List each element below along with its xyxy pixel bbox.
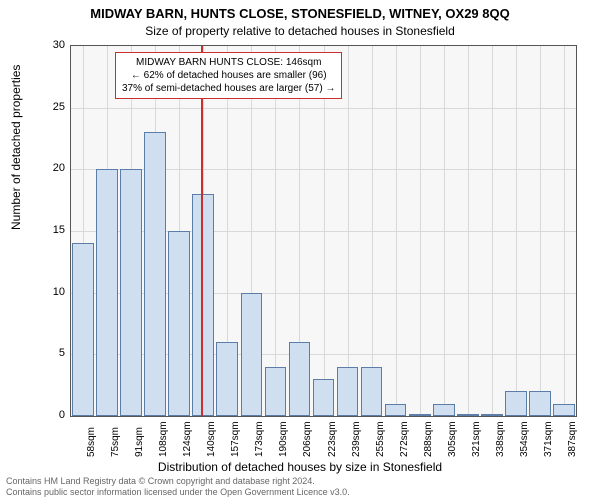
histogram-bar — [529, 391, 551, 416]
histogram-bar — [120, 169, 142, 416]
gridline — [348, 46, 349, 416]
x-tick-label: 190sqm — [278, 421, 289, 457]
chart-container: MIDWAY BARN, HUNTS CLOSE, STONESFIELD, W… — [0, 0, 600, 500]
info-line: 37% of semi-detached houses are larger (… — [122, 82, 335, 95]
footer-attribution: Contains HM Land Registry data © Crown c… — [6, 476, 350, 498]
histogram-bar — [505, 391, 527, 416]
info-line: ← 62% of detached houses are smaller (96… — [122, 69, 335, 82]
histogram-bar — [313, 379, 335, 416]
histogram-bar — [289, 342, 311, 416]
footer-line: Contains HM Land Registry data © Crown c… — [6, 476, 350, 487]
gridline — [396, 46, 397, 416]
x-tick-label: 206sqm — [302, 421, 313, 457]
histogram-bar — [433, 404, 455, 416]
x-tick-label: 387sqm — [567, 421, 578, 457]
histogram-bar — [72, 243, 94, 416]
footer-line: Contains public sector information licen… — [6, 487, 350, 498]
y-tick-label: 5 — [35, 347, 65, 359]
x-tick-label: 124sqm — [182, 421, 193, 457]
gridline — [540, 46, 541, 416]
x-tick-label: 157sqm — [230, 421, 241, 457]
x-tick-label: 354sqm — [519, 421, 530, 457]
y-tick-label: 20 — [35, 162, 65, 174]
x-tick-label: 371sqm — [543, 421, 554, 457]
y-tick-label: 25 — [35, 101, 65, 113]
histogram-bar — [385, 404, 407, 416]
gridline — [468, 46, 469, 416]
x-tick-label: 272sqm — [399, 421, 410, 457]
gridline — [372, 46, 373, 416]
y-axis-label: Number of detached properties — [9, 65, 23, 230]
gridline — [492, 46, 493, 416]
y-tick-label: 30 — [35, 39, 65, 51]
x-tick-label: 173sqm — [254, 421, 265, 457]
y-tick-label: 10 — [35, 286, 65, 298]
histogram-bar — [241, 293, 263, 416]
x-tick-label: 108sqm — [158, 421, 169, 457]
x-tick-label: 140sqm — [206, 421, 217, 457]
histogram-bar — [192, 194, 214, 416]
chart-subtitle: Size of property relative to detached ho… — [0, 24, 600, 38]
x-tick-label: 288sqm — [423, 421, 434, 457]
x-tick-label: 239sqm — [351, 421, 362, 457]
histogram-bar — [144, 132, 166, 416]
gridline — [516, 46, 517, 416]
histogram-bar — [96, 169, 118, 416]
histogram-bar — [553, 404, 575, 416]
x-tick-label: 75sqm — [110, 427, 121, 457]
histogram-bar — [409, 414, 431, 416]
gridline — [564, 46, 565, 416]
gridline — [324, 46, 325, 416]
histogram-bar — [216, 342, 238, 416]
histogram-bar — [337, 367, 359, 416]
x-axis-label: Distribution of detached houses by size … — [0, 460, 600, 474]
y-tick-label: 15 — [35, 224, 65, 236]
histogram-bar — [457, 414, 479, 416]
gridline — [444, 46, 445, 416]
histogram-bar — [265, 367, 287, 416]
gridline — [420, 46, 421, 416]
y-tick-label: 0 — [35, 409, 65, 421]
info-line: MIDWAY BARN HUNTS CLOSE: 146sqm — [122, 56, 335, 69]
histogram-bar — [361, 367, 383, 416]
reference-line — [201, 46, 203, 416]
histogram-bar — [168, 231, 190, 416]
x-tick-label: 305sqm — [447, 421, 458, 457]
plot-area — [70, 45, 577, 417]
info-box: MIDWAY BARN HUNTS CLOSE: 146sqm ← 62% of… — [115, 52, 342, 99]
gridline — [275, 46, 276, 416]
chart-title: MIDWAY BARN, HUNTS CLOSE, STONESFIELD, W… — [0, 6, 600, 21]
x-tick-label: 91sqm — [134, 427, 145, 457]
x-tick-label: 321sqm — [471, 421, 482, 457]
x-tick-label: 255sqm — [375, 421, 386, 457]
x-tick-label: 58sqm — [86, 427, 97, 457]
histogram-bar — [481, 414, 503, 416]
x-tick-label: 338sqm — [495, 421, 506, 457]
x-tick-label: 223sqm — [327, 421, 338, 457]
